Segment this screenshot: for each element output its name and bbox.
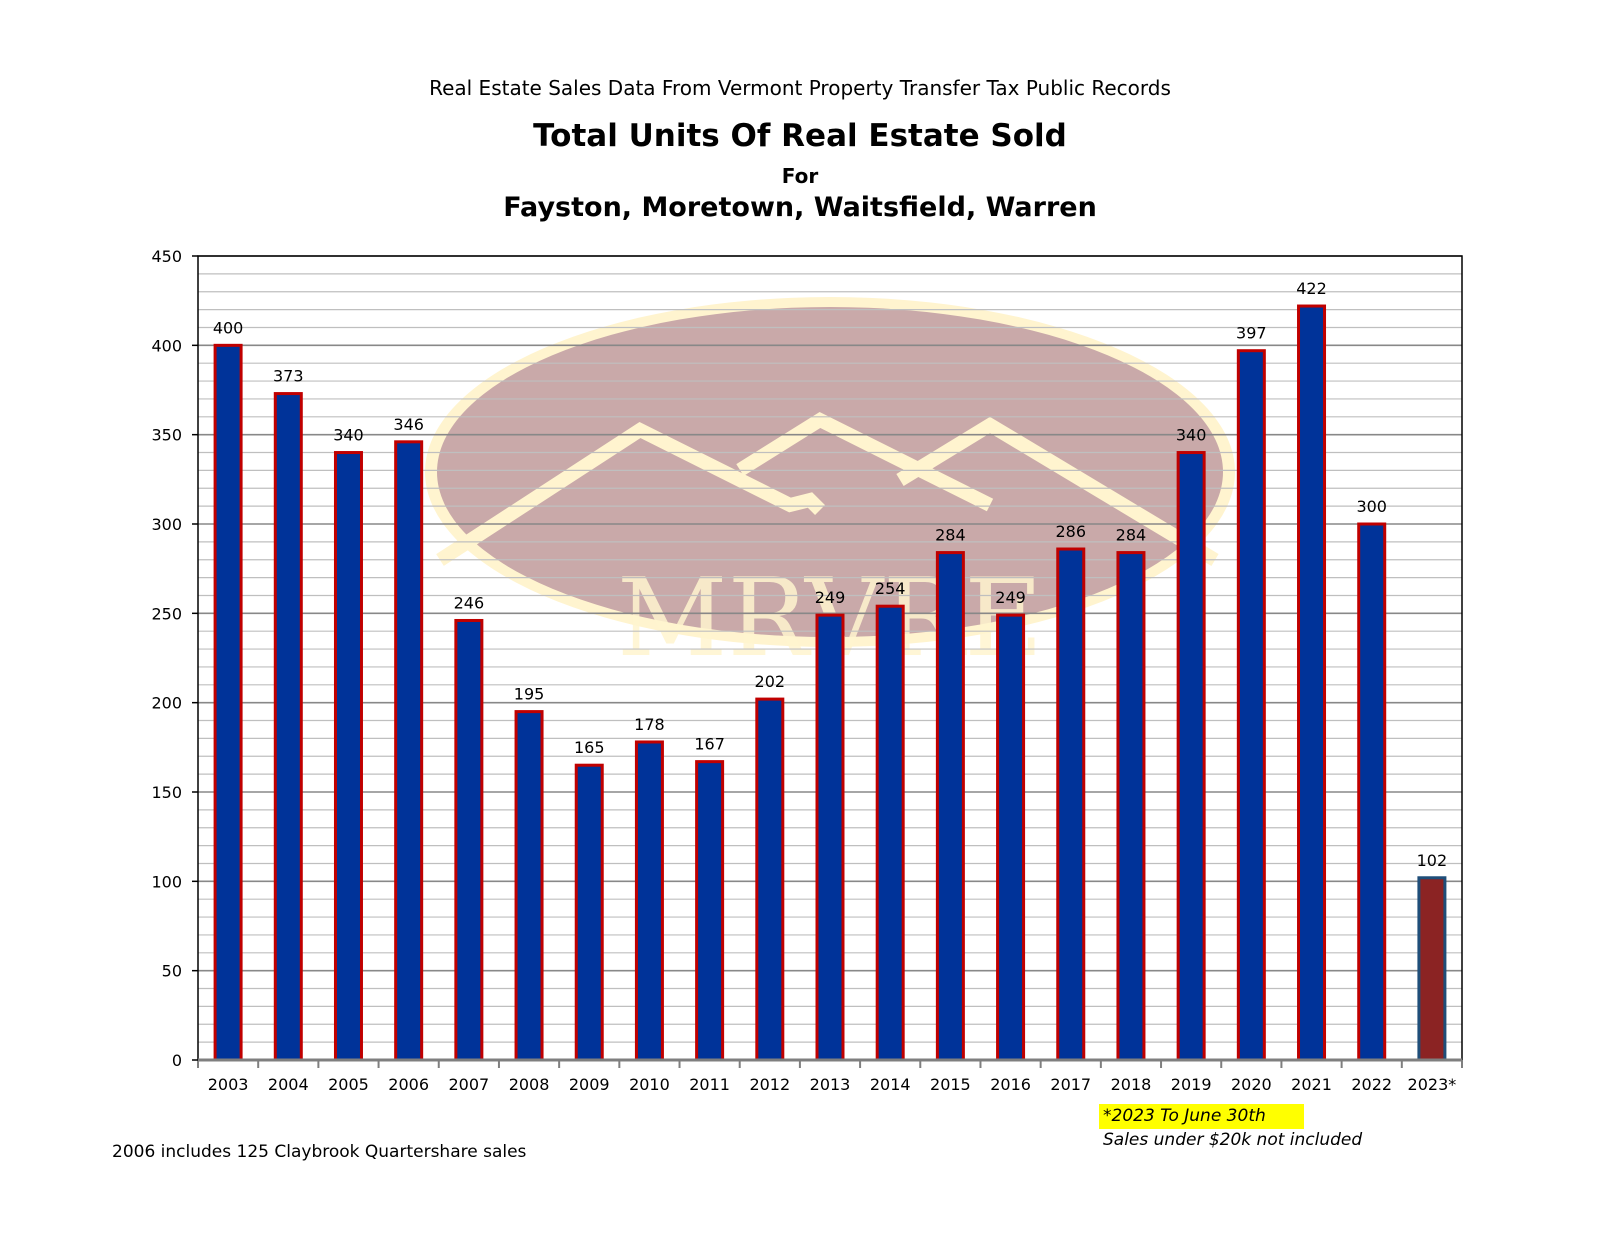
bar-2006 [394, 440, 424, 1062]
chart-axes [192, 255, 1463, 1068]
watermark-mountain [436, 421, 825, 566]
watermark-mountain [736, 411, 994, 512]
bar-2007 [454, 618, 484, 1062]
bar-2022 [1357, 522, 1387, 1062]
bar-2005 [333, 451, 363, 1062]
data-label: 165 [574, 738, 605, 757]
bar-2019 [1176, 451, 1206, 1062]
chart-title: Total Units Of Real Estate Sold [533, 118, 1067, 154]
x-tick-label: 2009 [569, 1075, 610, 1094]
x-tick-label: 2005 [328, 1075, 369, 1094]
chart-labels: 400 2003 373 2004 340 2005 346 2006 246 2007 195 20… [151, 247, 1456, 1094]
data-label: 373 [273, 367, 304, 386]
y-tick-label: 0 [172, 1051, 182, 1070]
data-label: 300 [1356, 497, 1387, 516]
data-label: 249 [995, 588, 1026, 607]
data-label: 102 [1417, 851, 1448, 870]
x-tick-label: 2020 [1231, 1075, 1272, 1094]
bar-2021 [1297, 304, 1327, 1062]
data-label: 167 [694, 735, 725, 754]
x-tick-label: 2012 [749, 1075, 790, 1094]
x-tick-label: 2008 [509, 1075, 550, 1094]
bar-2011 [695, 760, 725, 1062]
bar-2010 [634, 740, 664, 1062]
chart-title-for: For [781, 164, 819, 188]
bar-2014 [875, 604, 905, 1062]
y-tick-label: 300 [151, 515, 182, 534]
bar-2004 [273, 392, 303, 1062]
x-tick-label: 2013 [810, 1075, 851, 1094]
data-label: 346 [393, 415, 424, 434]
data-label: 249 [815, 588, 846, 607]
data-label: 286 [1055, 522, 1086, 541]
data-label: 195 [514, 685, 545, 704]
bar-2017 [1056, 547, 1086, 1062]
x-tick-label: 2010 [629, 1075, 670, 1094]
y-tick-label: 350 [151, 426, 182, 445]
bar-2003 [213, 343, 243, 1062]
bar-2023 [1417, 876, 1447, 1062]
footnote-2023-partial: *2023 To June 30th [1099, 1104, 1304, 1129]
data-label: 340 [1176, 426, 1207, 445]
bar-2013 [815, 613, 845, 1062]
data-label: 400 [213, 318, 244, 337]
x-tick-label: 2011 [689, 1075, 730, 1094]
data-label: 284 [935, 526, 966, 545]
y-tick-label: 250 [151, 604, 182, 623]
data-label: 397 [1236, 324, 1267, 343]
y-tick-label: 450 [151, 247, 182, 266]
x-tick-label: 2023* [1408, 1075, 1457, 1094]
data-label: 178 [634, 715, 665, 734]
bar-2016 [996, 613, 1026, 1062]
watermark-oval [437, 307, 1223, 637]
x-tick-label: 2003 [208, 1075, 249, 1094]
bar-2009 [574, 763, 604, 1062]
x-tick-label: 2019 [1171, 1075, 1212, 1094]
footnote-claybrook: 2006 includes 125 Claybrook Quartershare… [112, 1142, 527, 1162]
data-label: 340 [333, 426, 364, 445]
x-tick-label: 2004 [268, 1075, 309, 1094]
data-label: 202 [755, 672, 786, 691]
y-tick-label: 400 [151, 336, 182, 355]
data-label: 284 [1116, 526, 1147, 545]
y-tick-label: 150 [151, 783, 182, 802]
chart-subtitle-towns: Fayston, Moretown, Waitsfield, Warren [503, 192, 1097, 223]
bar-2020 [1236, 349, 1266, 1062]
x-tick-label: 2016 [990, 1075, 1031, 1094]
y-tick-label: 100 [151, 872, 182, 891]
data-label: 422 [1296, 279, 1327, 298]
x-tick-label: 2018 [1111, 1075, 1152, 1094]
footnote-exclusion: Sales under $20k not included [1103, 1130, 1363, 1150]
data-label: 254 [875, 579, 906, 598]
chart-supertitle: Real Estate Sales Data From Vermont Prop… [429, 76, 1171, 100]
x-tick-label: 2021 [1291, 1075, 1332, 1094]
x-tick-label: 2017 [1050, 1075, 1091, 1094]
x-tick-label: 2006 [388, 1075, 429, 1094]
watermark-mountain [896, 416, 1219, 567]
bar-2018 [1116, 551, 1146, 1062]
bar-2008 [514, 710, 544, 1062]
x-tick-label: 2015 [930, 1075, 971, 1094]
data-label: 246 [454, 593, 485, 612]
x-tick-label: 2007 [448, 1075, 489, 1094]
y-tick-label: 200 [151, 694, 182, 713]
x-tick-label: 2014 [870, 1075, 911, 1094]
y-tick-label: 50 [162, 962, 182, 981]
bar-2012 [755, 697, 785, 1062]
x-tick-label: 2022 [1351, 1075, 1392, 1094]
bar-2015 [935, 551, 965, 1062]
